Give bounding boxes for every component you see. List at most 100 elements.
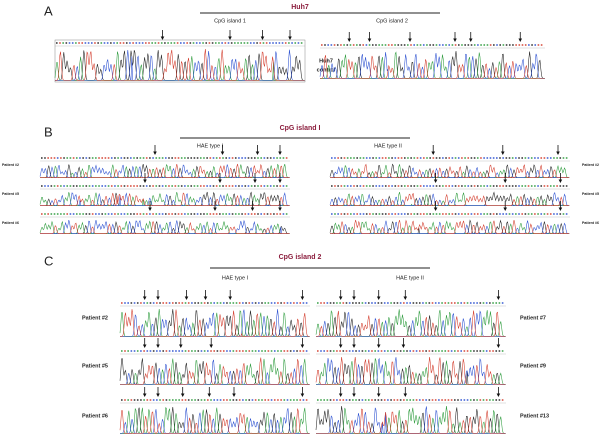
region-label: HAE type I (222, 275, 249, 281)
arrow-head (367, 38, 372, 42)
trace (119, 358, 310, 385)
patient-label: Patient #13 (520, 413, 549, 419)
arrow-head (468, 38, 473, 42)
arrow-head (496, 296, 501, 300)
trace (55, 49, 305, 82)
arrow-head (503, 179, 507, 183)
arrow-head (503, 207, 507, 211)
region-label: CpG island 2 (376, 18, 408, 24)
arrow-head (253, 179, 257, 183)
trace (120, 357, 310, 385)
arrow-head (300, 344, 305, 348)
arrow-head (228, 296, 232, 300)
trace (315, 356, 506, 385)
arrow-head (433, 179, 438, 183)
trace (316, 408, 506, 434)
arrow-head (255, 151, 260, 155)
arrow-head (203, 296, 208, 300)
arrow-head (228, 36, 232, 40)
arrow-head (352, 296, 356, 300)
patient-label: Patient #2 (82, 315, 108, 321)
region-label: HAE type II (374, 143, 402, 149)
arrow-head (156, 344, 160, 348)
trace (316, 310, 506, 337)
region-label: HAE type II (396, 275, 424, 281)
patient-label: Patient #6 (582, 221, 599, 225)
arrow-head (209, 344, 213, 348)
trace (40, 163, 290, 178)
trace (330, 192, 570, 206)
trace (329, 191, 570, 206)
trace (330, 163, 570, 178)
trace (316, 310, 506, 337)
trace (330, 164, 570, 178)
panel-letter: B (44, 124, 53, 139)
arrow-head (352, 344, 356, 348)
arrow-head (403, 296, 408, 300)
arrow-head (338, 393, 343, 397)
panel-letter: A (44, 3, 53, 18)
sample-label: control (317, 67, 336, 73)
arrow-head (288, 36, 292, 40)
region-label: HAE type I (197, 143, 224, 149)
arrow-head (338, 296, 343, 300)
arrow-head (143, 179, 147, 183)
arrow-head (558, 179, 563, 183)
arrow-head (556, 151, 560, 155)
trace (330, 220, 570, 234)
trace (120, 309, 310, 337)
arrow-head (401, 344, 406, 348)
trace (119, 408, 310, 434)
arrow-head (278, 207, 282, 211)
trace (119, 308, 310, 337)
trace (120, 357, 310, 385)
patient-label: Patient #5 (2, 192, 19, 196)
arrow-head (142, 344, 147, 348)
arrow-head (153, 151, 157, 155)
trace (120, 407, 310, 434)
arrow-head (496, 344, 501, 348)
trace (40, 221, 290, 234)
panel-title: CpG island I (280, 125, 321, 132)
arrow-head (408, 38, 412, 42)
arrow-head (160, 36, 165, 40)
arrow-head (376, 344, 381, 348)
arrow-head (431, 151, 435, 155)
arrow-head (376, 296, 381, 300)
trace (55, 48, 305, 81)
arrow-head (184, 296, 189, 300)
patient-label: Patient #2 (582, 163, 599, 167)
trace-frame (54, 39, 306, 83)
patient-label: Patient #6 (2, 221, 19, 225)
arrow-head (352, 393, 356, 397)
arrow-head (142, 393, 147, 397)
patient-label: Patient #7 (520, 315, 546, 321)
patient-label: Patient #5 (582, 192, 599, 196)
arrow-head (207, 393, 212, 397)
trace (320, 51, 545, 79)
trace (316, 358, 506, 385)
patient-label: Patient #6 (82, 413, 108, 419)
arrow-head (558, 207, 563, 211)
trace (120, 309, 310, 337)
arrow-head (278, 151, 282, 155)
trace (329, 163, 570, 178)
arrow-head (433, 207, 438, 211)
arrow-head (278, 179, 282, 183)
arrow-head (148, 207, 152, 211)
arrow-head (260, 36, 265, 40)
arrow-head (156, 296, 160, 300)
trace (330, 219, 570, 234)
trace (40, 192, 290, 207)
arrow-head (142, 296, 147, 300)
arrow-head (403, 393, 408, 397)
arrow-head (453, 38, 457, 42)
arrow-head (250, 207, 255, 211)
panel-letter: C (44, 253, 53, 268)
arrow-head (232, 393, 236, 397)
arrow-head (213, 207, 217, 211)
arrow-head (501, 151, 505, 155)
arrow-head (496, 393, 501, 397)
arrow-head (220, 151, 225, 155)
